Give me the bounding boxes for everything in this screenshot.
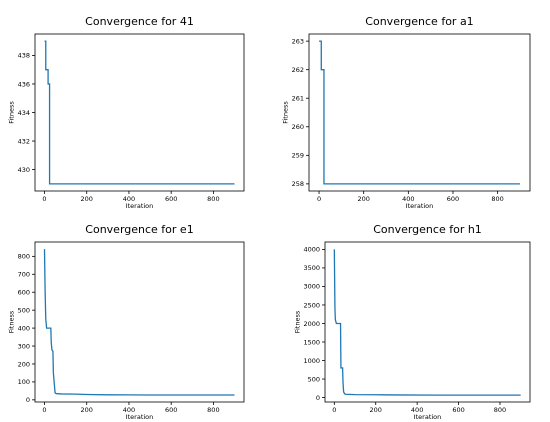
- y-tick-label: 400: [18, 324, 30, 332]
- series-line: [333, 249, 521, 396]
- x-tick-label: 800: [207, 195, 219, 203]
- x-tick-label: 0: [42, 406, 46, 414]
- y-tick-label: 259: [292, 152, 304, 160]
- y-axis-label: Fitness: [7, 101, 15, 124]
- x-axis-label: Iteration: [406, 202, 434, 210]
- series-line: [44, 40, 235, 185]
- y-tick-label: 261: [292, 95, 304, 103]
- y-tick-label: 430: [18, 166, 30, 174]
- x-axis-label: Iteration: [414, 413, 442, 421]
- y-tick-label: 3500: [303, 264, 320, 272]
- x-tick-label: 0: [42, 195, 46, 203]
- y-tick-label: 1000: [303, 357, 320, 365]
- series-line: [319, 40, 520, 185]
- chart-title: Convergence for e1: [85, 223, 193, 236]
- x-tick-label: 600: [165, 406, 177, 414]
- x-tick-label: 600: [447, 195, 459, 203]
- x-tick-label: 200: [357, 195, 369, 203]
- y-tick-label: 1500: [303, 338, 320, 346]
- x-tick-label: 0: [332, 406, 336, 414]
- plot-frame: [308, 33, 531, 192]
- x-axis-label: Iteration: [126, 413, 154, 421]
- chart-title: Convergence for h1: [373, 223, 482, 236]
- x-tick-label: 600: [452, 406, 464, 414]
- y-tick-label: 263: [292, 37, 304, 45]
- y-tick-label: 500: [308, 375, 320, 383]
- y-axis-label: Fitness: [281, 101, 289, 124]
- x-tick-label: 400: [411, 406, 423, 414]
- y-axis-label: Fitness: [293, 310, 301, 333]
- y-tick-label: 300: [18, 342, 30, 350]
- y-tick-label: 260: [292, 123, 304, 131]
- y-tick-label: 800: [18, 253, 30, 261]
- y-tick-label: 2500: [303, 301, 320, 309]
- subplot-2: Convergence for a1 0 200 400 600 800 258 259 260…: [281, 15, 531, 210]
- plot-frame: [34, 241, 245, 403]
- y-tick-label: 0: [316, 394, 320, 402]
- y-tick-label: 432: [18, 137, 30, 145]
- y-tick-label: 258: [292, 180, 304, 188]
- x-tick-label: 200: [81, 195, 93, 203]
- y-tick-label: 3000: [303, 283, 320, 291]
- x-tick-label: 800: [494, 406, 506, 414]
- x-tick-label: 400: [123, 195, 135, 203]
- x-tick-label: 600: [165, 195, 177, 203]
- y-tick-label: 2000: [303, 320, 320, 328]
- y-tick-label: 0: [26, 396, 30, 404]
- subplot-3: Convergence for e1 0 200 400 600 800 0 100 200 30…: [7, 223, 245, 421]
- x-tick-label: 200: [370, 406, 382, 414]
- y-tick-label: 500: [18, 306, 30, 314]
- subplot-4: Convergence for h1 0 200 400 600 800 0 500 1000 1…: [293, 223, 531, 421]
- plot-frame: [324, 241, 531, 403]
- y-tick-label: 200: [18, 360, 30, 368]
- x-tick-label: 800: [491, 195, 503, 203]
- y-tick-label: 4000: [303, 246, 320, 254]
- subplot-1: Convergence for 41 0 200 400 600 800 430 432 434…: [7, 15, 245, 210]
- x-tick-label: 800: [207, 406, 219, 414]
- y-tick-label: 100: [18, 378, 30, 386]
- y-tick-label: 700: [18, 271, 30, 279]
- y-tick-label: 436: [18, 80, 30, 88]
- x-tick-label: 0: [317, 195, 321, 203]
- y-tick-label: 434: [18, 109, 30, 117]
- y-tick-label: 262: [292, 66, 304, 74]
- plot-frame: [34, 33, 245, 192]
- x-tick-label: 400: [123, 406, 135, 414]
- y-axis-label: Fitness: [7, 310, 15, 333]
- chart-title: Convergence for 41: [85, 15, 194, 28]
- x-tick-label: 200: [81, 406, 93, 414]
- x-axis-label: Iteration: [126, 202, 154, 210]
- chart-title: Convergence for a1: [365, 15, 473, 28]
- y-tick-label: 438: [18, 52, 30, 60]
- y-tick-label: 600: [18, 289, 30, 297]
- x-tick-label: 400: [402, 195, 414, 203]
- series-line: [43, 249, 235, 396]
